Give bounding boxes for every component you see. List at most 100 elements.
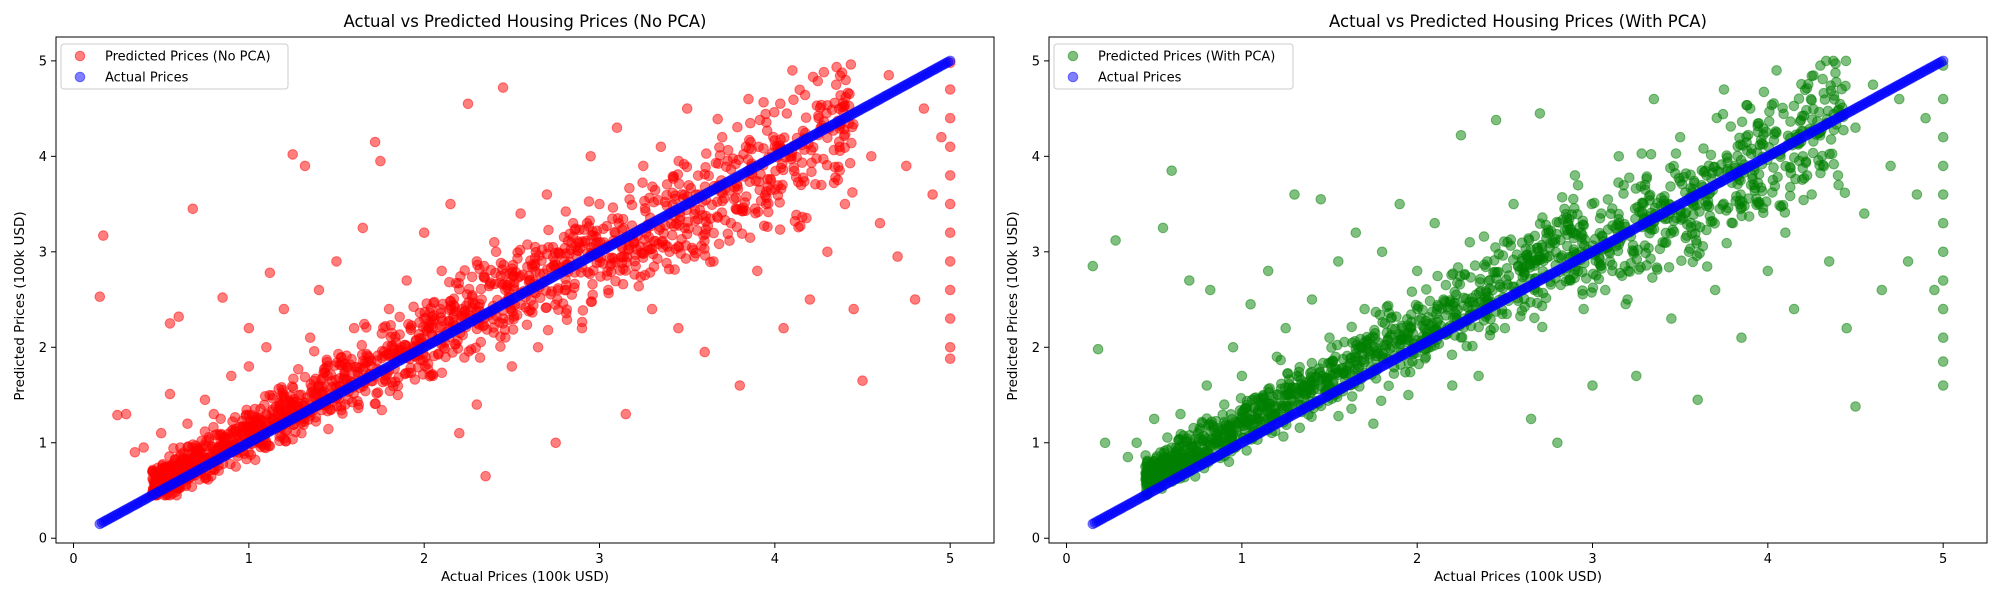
predicted-point — [1648, 93, 1660, 105]
predicted-point — [525, 295, 537, 306]
predicted-point — [471, 399, 483, 410]
predicted-point — [800, 112, 812, 123]
predicted-point — [620, 408, 632, 420]
predicted-point — [754, 184, 766, 196]
predicted-point — [1613, 151, 1625, 162]
predicted-point — [1525, 413, 1537, 425]
x-tick-label: 2 — [1413, 552, 1421, 567]
predicted-point — [1645, 149, 1657, 160]
predicted-point — [405, 362, 416, 374]
predicted-point — [410, 335, 422, 347]
predicted-point — [734, 380, 746, 391]
predicted-point — [1637, 208, 1648, 219]
actual-point — [1937, 55, 1949, 67]
predicted-point — [1762, 265, 1774, 277]
predicted-point — [1745, 179, 1757, 191]
predicted-point — [1735, 139, 1746, 150]
predicted-point — [1205, 284, 1216, 296]
predicted-point — [1600, 284, 1611, 296]
predicted-point — [264, 267, 276, 279]
predicted-point — [624, 194, 635, 205]
predicted-point — [661, 179, 673, 190]
predicted-point — [287, 434, 299, 445]
predicted-point — [1674, 176, 1686, 187]
predicted-point — [781, 108, 793, 119]
predicted-point — [1709, 218, 1720, 229]
predicted-point — [1701, 170, 1712, 181]
predicted-point — [1572, 180, 1584, 191]
predicted-point — [1768, 162, 1779, 173]
predicted-point — [120, 408, 132, 420]
y-tick-label: 4 — [39, 150, 47, 165]
predicted-point — [699, 346, 711, 358]
predicted-point — [1680, 232, 1691, 244]
predicted-point — [1314, 366, 1326, 378]
predicted-point — [1534, 108, 1546, 119]
predicted-point — [713, 238, 725, 250]
predicted-point — [1406, 286, 1418, 298]
predicted-point — [1537, 212, 1548, 223]
predicted-point — [587, 278, 598, 290]
predicted-point — [866, 151, 877, 162]
predicted-point — [1461, 293, 1472, 305]
predicted-point — [883, 69, 895, 81]
predicted-point — [308, 346, 320, 357]
predicted-point — [1544, 242, 1555, 254]
x-tick-label: 0 — [69, 552, 77, 567]
predicted-point — [844, 157, 856, 169]
predicted-point — [1752, 120, 1763, 132]
predicted-point — [1612, 245, 1624, 257]
predicted-point — [1670, 148, 1682, 159]
predicted-point — [1173, 434, 1185, 446]
predicted-point — [1166, 165, 1177, 176]
predicted-point — [667, 229, 678, 241]
predicted-point — [1306, 294, 1318, 305]
predicted-point — [243, 322, 255, 334]
predicted-point — [155, 427, 167, 439]
predicted-point — [821, 159, 833, 171]
predicted-point — [1577, 285, 1588, 296]
predicted-point — [1561, 212, 1573, 223]
predicted-point — [1937, 131, 1949, 143]
predicted-point — [1131, 437, 1142, 449]
axes-frame — [1048, 36, 1988, 544]
predicted-point — [1306, 357, 1318, 369]
predicted-point — [762, 174, 774, 185]
predicted-point — [1825, 80, 1836, 91]
predicted-point — [1826, 148, 1838, 160]
legend-label-actual: Actual Prices — [105, 71, 189, 86]
predicted-point — [178, 452, 190, 464]
predicted-point — [577, 305, 589, 316]
predicted-point — [1808, 70, 1819, 81]
predicted-point — [1607, 265, 1618, 277]
predicted-point — [427, 322, 438, 334]
predicted-point — [383, 303, 395, 315]
predicted-point — [543, 224, 554, 236]
predicted-point — [1643, 242, 1654, 254]
predicted-point — [1701, 261, 1713, 272]
predicted-point — [560, 206, 572, 217]
predicted-point — [743, 93, 754, 105]
predicted-point — [112, 409, 123, 421]
predicted-point — [1451, 309, 1462, 320]
predicted-point — [1254, 412, 1265, 424]
predicted-point — [699, 250, 711, 261]
predicted-point — [638, 248, 649, 259]
predicted-point — [567, 217, 579, 229]
y-tick-label: 5 — [1032, 54, 1040, 69]
predicted-point — [944, 170, 956, 181]
x-tick-label: 5 — [946, 552, 954, 567]
predicted-point — [250, 454, 261, 466]
predicted-point — [164, 388, 176, 400]
predicted-point — [1469, 260, 1481, 271]
predicted-point — [191, 447, 202, 458]
predicted-point — [243, 361, 255, 372]
predicted-point — [1690, 234, 1702, 246]
predicted-point — [1929, 284, 1940, 296]
predicted-point — [1271, 351, 1283, 363]
predicted-point — [378, 322, 389, 334]
predicted-point — [227, 427, 239, 439]
predicted-point — [722, 228, 734, 240]
predicted-point — [1767, 187, 1778, 198]
predicted-point — [690, 215, 701, 227]
